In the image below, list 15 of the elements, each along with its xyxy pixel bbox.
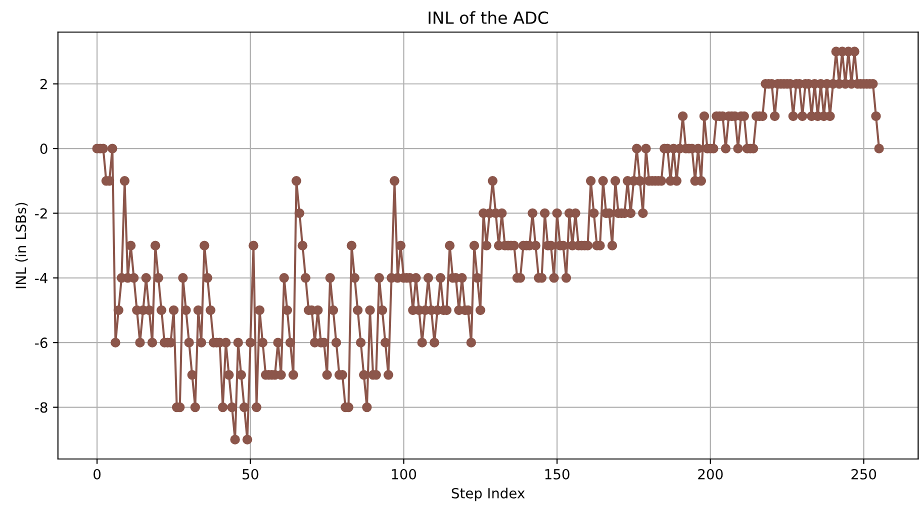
x-axis-title: Step Index bbox=[452, 488, 525, 502]
y-tick-label: -4 bbox=[35, 273, 48, 284]
x-tick-label: 100 bbox=[392, 468, 416, 480]
x-tick-label: 0 bbox=[94, 468, 101, 480]
x-tick-label: 200 bbox=[698, 468, 723, 480]
y-tick-label: -6 bbox=[35, 338, 48, 348]
chart-title: INL of the ADC bbox=[428, 11, 548, 24]
y-tick-label: -8 bbox=[35, 402, 48, 413]
x-tick-label: 150 bbox=[545, 468, 570, 480]
y-axis-title: INL (in LSBs) bbox=[15, 202, 28, 288]
x-tick-label: 50 bbox=[242, 468, 258, 480]
y-tick-label: -2 bbox=[35, 208, 47, 219]
y-tick-label: 2 bbox=[40, 78, 47, 90]
x-tick-label: 250 bbox=[851, 468, 876, 480]
y-tick-label: 0 bbox=[40, 144, 48, 154]
